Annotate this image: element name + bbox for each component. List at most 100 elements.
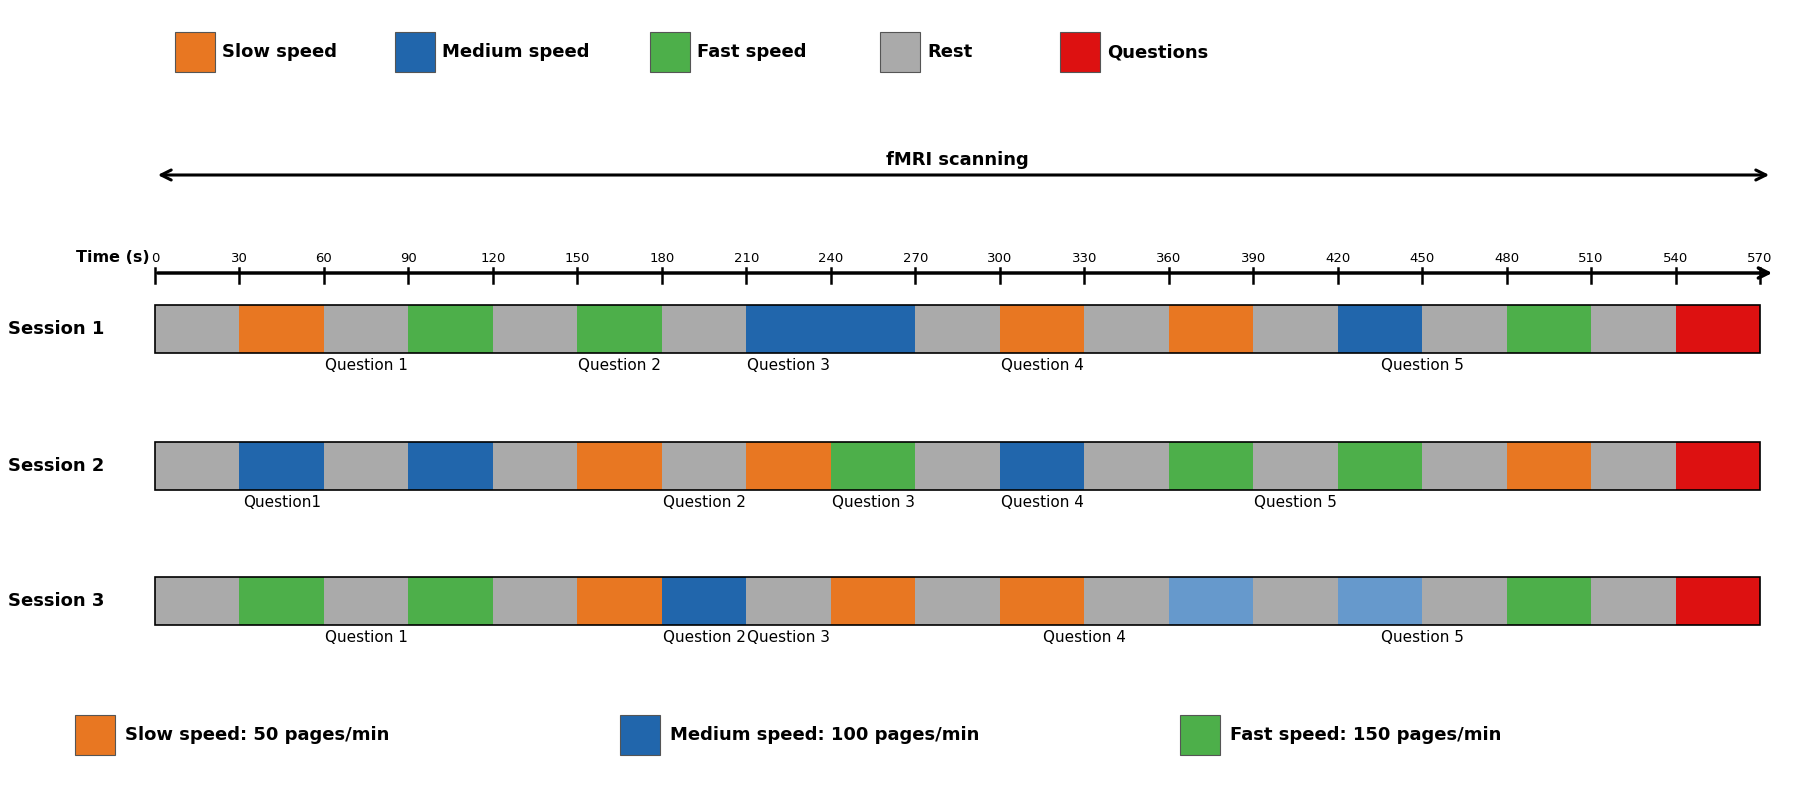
- Bar: [239, 577, 325, 625]
- Text: Question 3: Question 3: [832, 495, 915, 510]
- Text: Question 5: Question 5: [1381, 630, 1464, 645]
- Bar: [1591, 305, 1676, 353]
- Text: 390: 390: [1240, 252, 1267, 265]
- Bar: [578, 577, 662, 625]
- Text: Medium speed: 100 pages/min: Medium speed: 100 pages/min: [669, 726, 980, 744]
- Text: 570: 570: [1747, 252, 1772, 265]
- Bar: [154, 442, 239, 490]
- Bar: [915, 577, 999, 625]
- Text: Question 1: Question 1: [325, 630, 407, 645]
- Bar: [1254, 442, 1338, 490]
- Bar: [1084, 442, 1168, 490]
- Text: 300: 300: [987, 252, 1012, 265]
- Bar: [662, 442, 746, 490]
- Text: 360: 360: [1155, 252, 1180, 265]
- Text: 240: 240: [818, 252, 843, 265]
- Bar: [1168, 305, 1254, 353]
- Text: 540: 540: [1663, 252, 1688, 265]
- Bar: [1084, 305, 1168, 353]
- Text: Slow speed: 50 pages/min: Slow speed: 50 pages/min: [126, 726, 389, 744]
- Text: Question 3: Question 3: [746, 358, 831, 373]
- Bar: [239, 442, 325, 490]
- Text: 330: 330: [1071, 252, 1096, 265]
- Text: 30: 30: [231, 252, 248, 265]
- Text: Question1: Question1: [242, 495, 321, 510]
- Text: Fast speed: Fast speed: [698, 43, 807, 61]
- Text: Question 2: Question 2: [578, 358, 660, 373]
- Bar: [578, 305, 662, 353]
- Text: Fast speed: 150 pages/min: Fast speed: 150 pages/min: [1231, 726, 1502, 744]
- Bar: [831, 442, 915, 490]
- Bar: [1254, 305, 1338, 353]
- Bar: [746, 577, 831, 625]
- Bar: [746, 305, 831, 353]
- Bar: [999, 442, 1084, 490]
- Bar: [621, 715, 660, 755]
- Bar: [1676, 577, 1760, 625]
- Text: Question 4: Question 4: [1042, 630, 1125, 645]
- Bar: [325, 577, 409, 625]
- Text: 60: 60: [316, 252, 332, 265]
- Text: Question 2: Question 2: [662, 630, 746, 645]
- Text: 0: 0: [151, 252, 160, 265]
- Bar: [1423, 577, 1507, 625]
- Bar: [1168, 577, 1254, 625]
- Bar: [493, 577, 578, 625]
- Text: Session 3: Session 3: [7, 592, 104, 610]
- Text: Slow speed: Slow speed: [222, 43, 337, 61]
- Bar: [915, 442, 999, 490]
- Bar: [1060, 32, 1100, 72]
- Text: fMRI scanning: fMRI scanning: [886, 151, 1030, 169]
- Bar: [831, 577, 915, 625]
- Bar: [1507, 442, 1591, 490]
- Bar: [915, 305, 999, 353]
- Text: Question 5: Question 5: [1254, 495, 1337, 510]
- Bar: [154, 442, 1760, 490]
- Bar: [176, 32, 215, 72]
- Bar: [1338, 305, 1423, 353]
- Bar: [1423, 305, 1507, 353]
- Text: 480: 480: [1494, 252, 1520, 265]
- Bar: [662, 577, 746, 625]
- Bar: [154, 577, 1760, 625]
- Bar: [395, 32, 434, 72]
- Text: Question 2: Question 2: [662, 495, 746, 510]
- Bar: [1168, 442, 1254, 490]
- Bar: [409, 442, 493, 490]
- Bar: [649, 32, 691, 72]
- Text: Time (s): Time (s): [77, 250, 151, 265]
- Bar: [1507, 577, 1591, 625]
- Bar: [1254, 577, 1338, 625]
- Text: 270: 270: [902, 252, 927, 265]
- Text: Question 4: Question 4: [1001, 358, 1084, 373]
- Bar: [999, 305, 1084, 353]
- Bar: [1180, 715, 1220, 755]
- Text: Session 1: Session 1: [7, 320, 104, 338]
- Bar: [881, 32, 920, 72]
- Bar: [1084, 577, 1168, 625]
- Bar: [1676, 442, 1760, 490]
- Text: Question 3: Question 3: [746, 630, 831, 645]
- Bar: [578, 442, 662, 490]
- Text: Rest: Rest: [927, 43, 972, 61]
- Bar: [239, 305, 325, 353]
- Bar: [1676, 305, 1760, 353]
- Bar: [493, 305, 578, 353]
- Bar: [493, 442, 578, 490]
- Text: 150: 150: [565, 252, 590, 265]
- Bar: [154, 305, 1760, 353]
- Text: Questions: Questions: [1107, 43, 1207, 61]
- Bar: [999, 577, 1084, 625]
- Bar: [409, 305, 493, 353]
- Text: Medium speed: Medium speed: [441, 43, 590, 61]
- Bar: [75, 715, 115, 755]
- Bar: [1591, 577, 1676, 625]
- Text: 210: 210: [734, 252, 759, 265]
- Text: Question 1: Question 1: [325, 358, 407, 373]
- Bar: [831, 305, 915, 353]
- Bar: [1338, 577, 1423, 625]
- Bar: [1338, 442, 1423, 490]
- Bar: [1423, 442, 1507, 490]
- Text: Question 5: Question 5: [1381, 358, 1464, 373]
- Text: 450: 450: [1410, 252, 1435, 265]
